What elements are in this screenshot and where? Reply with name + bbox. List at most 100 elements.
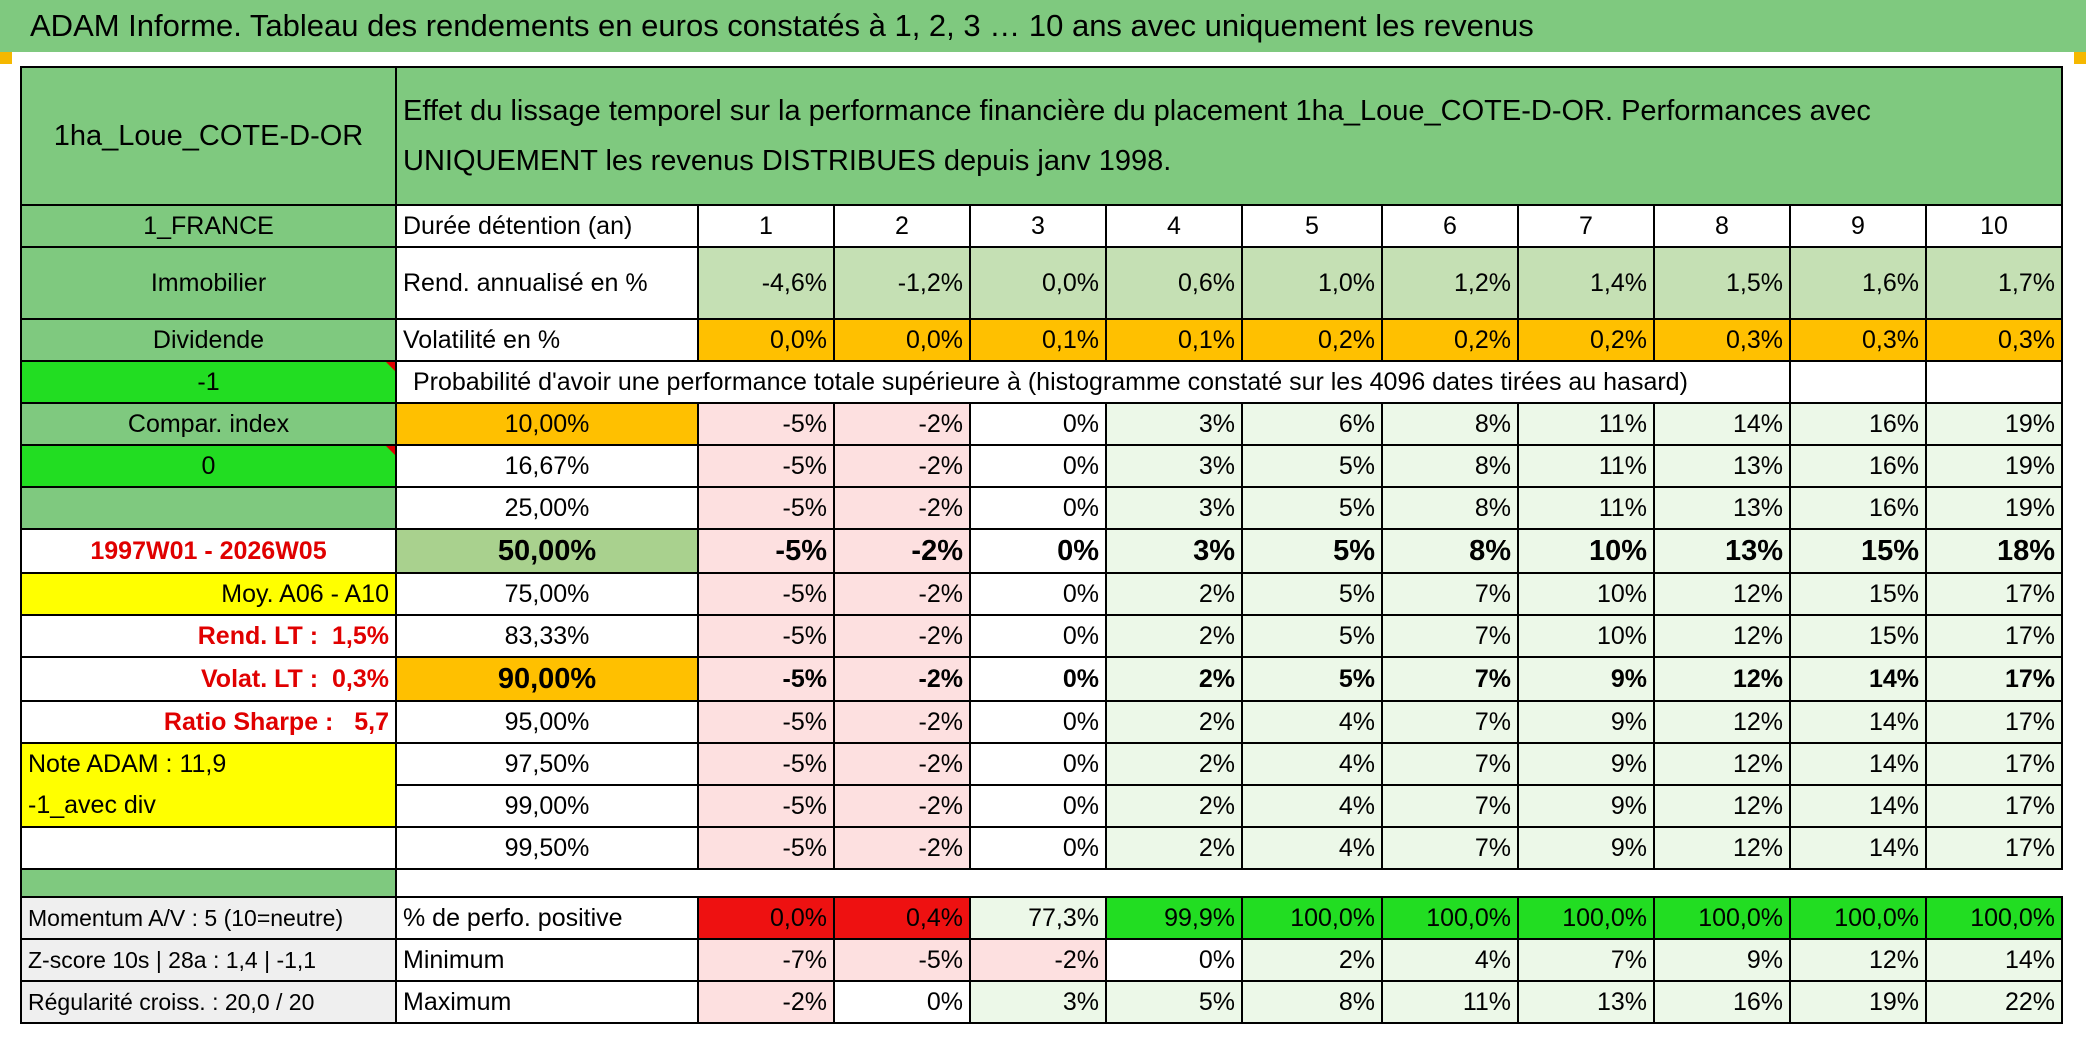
maximum-value-cell[interactable]: -2%	[697, 980, 835, 1024]
minimum-value-cell[interactable]: -2%	[969, 938, 1107, 982]
percentile-cell[interactable]: 25,00%	[395, 486, 699, 530]
regularite-cell[interactable]: Régularité croiss. : 20,0 / 20	[20, 980, 397, 1024]
value-cell[interactable]: 10%	[1517, 614, 1655, 658]
percentile-cell[interactable]: 16,67%	[395, 444, 699, 488]
value-cell[interactable]: 4%	[1241, 826, 1383, 870]
volat-value-cell[interactable]: 0,1%	[969, 318, 1107, 362]
value-cell[interactable]: 12%	[1653, 742, 1791, 786]
value-cell[interactable]: 11%	[1517, 444, 1655, 488]
value-cell[interactable]: 2%	[1105, 614, 1243, 658]
value-cell[interactable]: 17%	[1925, 742, 2063, 786]
minimum-value-cell[interactable]: 0%	[1105, 938, 1243, 982]
value-cell[interactable]: 2%	[1105, 784, 1243, 828]
value-cell[interactable]: 5%	[1241, 656, 1383, 702]
maximum-value-cell[interactable]: 3%	[969, 980, 1107, 1024]
minimum-value-cell[interactable]: 9%	[1653, 938, 1791, 982]
asset-name-cell[interactable]: 1ha_Loue_COTE-D-OR	[20, 66, 397, 206]
value-cell[interactable]: -2%	[833, 784, 971, 828]
percentile-cell[interactable]: 50,00%	[395, 528, 699, 574]
value-cell[interactable]: 17%	[1925, 700, 2063, 744]
value-cell[interactable]: 3%	[1105, 402, 1243, 446]
year-header-cell[interactable]: 1	[697, 204, 835, 248]
value-cell[interactable]: 0%	[969, 784, 1107, 828]
maximum-value-cell[interactable]: 16%	[1653, 980, 1791, 1024]
rend-lt-cell[interactable]: Rend. LT : 1,5%	[20, 614, 397, 658]
value-cell[interactable]: -2%	[833, 614, 971, 658]
value-cell[interactable]: 5%	[1241, 572, 1383, 616]
positive-label-cell[interactable]: % de perfo. positive	[395, 896, 699, 940]
maximum-value-cell[interactable]: 13%	[1517, 980, 1655, 1024]
value-cell[interactable]: 2%	[1105, 742, 1243, 786]
rend-value-cell[interactable]: 1,5%	[1653, 246, 1791, 320]
moy-cell[interactable]: Moy. A06 - A10	[20, 572, 397, 616]
value-cell[interactable]: 17%	[1925, 614, 2063, 658]
rend-value-cell[interactable]: 1,4%	[1517, 246, 1655, 320]
value-cell[interactable]: 16%	[1789, 444, 1927, 488]
positive-value-cell[interactable]: 100,0%	[1789, 896, 1927, 940]
note-adam-cell[interactable]: Note ADAM : 11,9	[20, 742, 397, 785]
value-cell[interactable]: 12%	[1653, 656, 1791, 702]
positive-value-cell[interactable]: 100,0%	[1517, 896, 1655, 940]
value-cell[interactable]: 7%	[1381, 742, 1519, 786]
maximum-value-cell[interactable]: 5%	[1105, 980, 1243, 1024]
value-cell[interactable]: 0%	[969, 700, 1107, 744]
value-cell[interactable]: 9%	[1517, 700, 1655, 744]
minimum-value-cell[interactable]: 4%	[1381, 938, 1519, 982]
value-cell[interactable]: 14%	[1789, 656, 1927, 702]
value-cell[interactable]: -2%	[833, 444, 971, 488]
selection-handle-left[interactable]	[0, 52, 12, 64]
year-header-cell[interactable]: 6	[1381, 204, 1519, 248]
value-cell[interactable]: 5%	[1241, 614, 1383, 658]
momentum-cell[interactable]: Momentum A/V : 5 (10=neutre)	[20, 896, 397, 940]
zscore-cell[interactable]: Z-score 10s | 28a : 1,4 | -1,1	[20, 938, 397, 982]
value-cell[interactable]: 12%	[1653, 572, 1791, 616]
value-cell[interactable]: 0%	[969, 402, 1107, 446]
value-cell[interactable]: -5%	[697, 656, 835, 702]
value-cell[interactable]: 3%	[1105, 528, 1243, 574]
value-cell[interactable]: 9%	[1517, 826, 1655, 870]
maximum-value-cell[interactable]: 11%	[1381, 980, 1519, 1024]
value-cell[interactable]: -2%	[833, 528, 971, 574]
value-cell[interactable]: 17%	[1925, 784, 2063, 828]
volat-value-cell[interactable]: 0,2%	[1241, 318, 1383, 362]
percentile-cell[interactable]: 75,00%	[395, 572, 699, 616]
minimum-value-cell[interactable]: 2%	[1241, 938, 1383, 982]
value-cell[interactable]: 2%	[1105, 656, 1243, 702]
value-cell[interactable]: -5%	[697, 784, 835, 828]
value-cell[interactable]: 14%	[1789, 826, 1927, 870]
value-cell[interactable]: 8%	[1381, 486, 1519, 530]
rend-label-cell[interactable]: Rend. annualisé en %	[395, 246, 699, 320]
year-header-cell[interactable]: 3	[969, 204, 1107, 248]
rend-value-cell[interactable]: 1,0%	[1241, 246, 1383, 320]
value-cell[interactable]: 7%	[1381, 656, 1519, 702]
positive-value-cell[interactable]: 100,0%	[1925, 896, 2063, 940]
value-cell[interactable]: 7%	[1381, 572, 1519, 616]
positive-value-cell[interactable]: 0,0%	[697, 896, 835, 940]
minimum-value-cell[interactable]: -7%	[697, 938, 835, 982]
value-cell[interactable]: 15%	[1789, 572, 1927, 616]
volat-value-cell[interactable]: 0,0%	[833, 318, 971, 362]
volat-label-cell[interactable]: Volatilité en %	[395, 318, 699, 362]
selection-handle-right[interactable]	[2074, 52, 2086, 64]
value-cell[interactable]: 7%	[1381, 784, 1519, 828]
country-cell[interactable]: 1_FRANCE	[20, 204, 397, 248]
value-cell[interactable]: 12%	[1653, 784, 1791, 828]
value-cell[interactable]: 7%	[1381, 614, 1519, 658]
value-cell[interactable]: 12%	[1653, 826, 1791, 870]
percentile-cell[interactable]: 90,00%	[395, 656, 699, 702]
value-cell[interactable]: 3%	[1105, 444, 1243, 488]
empty-cell[interactable]	[1925, 360, 2063, 404]
value-cell[interactable]: 4%	[1241, 700, 1383, 744]
value-cell[interactable]: 0%	[969, 742, 1107, 786]
volat-value-cell[interactable]: 0,3%	[1789, 318, 1927, 362]
value-cell[interactable]: 9%	[1517, 656, 1655, 702]
maximum-label-cell[interactable]: Maximum	[395, 980, 699, 1024]
rend-value-cell[interactable]: -4,6%	[697, 246, 835, 320]
param1-cell[interactable]: -1	[20, 360, 397, 404]
value-cell[interactable]: 5%	[1241, 486, 1383, 530]
value-cell[interactable]: 13%	[1653, 528, 1791, 574]
volat-value-cell[interactable]: 0,2%	[1517, 318, 1655, 362]
year-header-cell[interactable]: 7	[1517, 204, 1655, 248]
minimum-label-cell[interactable]: Minimum	[395, 938, 699, 982]
value-cell[interactable]: -2%	[833, 826, 971, 870]
